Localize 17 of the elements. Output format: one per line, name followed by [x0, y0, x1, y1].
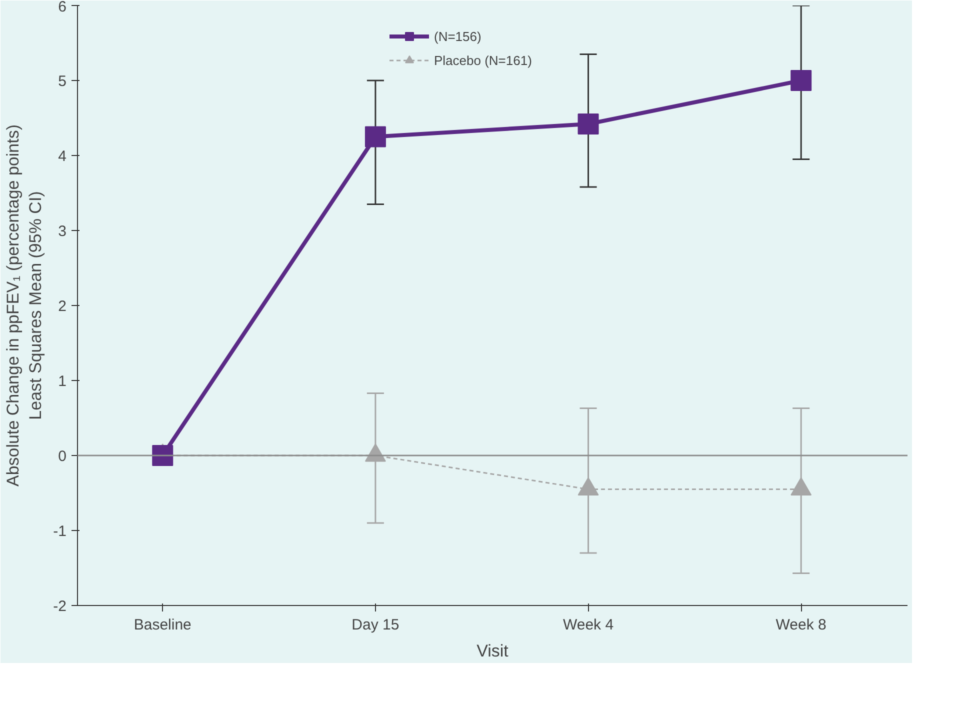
x-tick-label: Day 15 — [352, 616, 400, 634]
y-tick-label: 0 — [58, 448, 66, 465]
y-tick-label: -2 — [53, 598, 67, 615]
y-tick-label: 6 — [58, 0, 66, 16]
y-tick-label: 3 — [58, 223, 66, 240]
y-tick-label: 2 — [58, 298, 66, 315]
y-tick-label: -1 — [53, 523, 67, 540]
legend-label: Placebo (N=161) — [434, 52, 532, 68]
legend-label: (N=156) — [434, 28, 482, 44]
y-tick-label: 4 — [58, 148, 66, 165]
y-axis-title: Absolute Change in ppFEV₁ (percentage points) Least Squares Mean (95% CI) — [3, 124, 46, 487]
y-tick-label: 5 — [58, 73, 66, 90]
x-tick-label: Baseline — [134, 616, 192, 634]
x-tick-label: Week 8 — [776, 616, 826, 634]
x-axis-title: Visit — [476, 642, 509, 660]
x-tick-label: Week 4 — [562, 616, 614, 634]
y-tick-label: 1 — [58, 373, 66, 390]
